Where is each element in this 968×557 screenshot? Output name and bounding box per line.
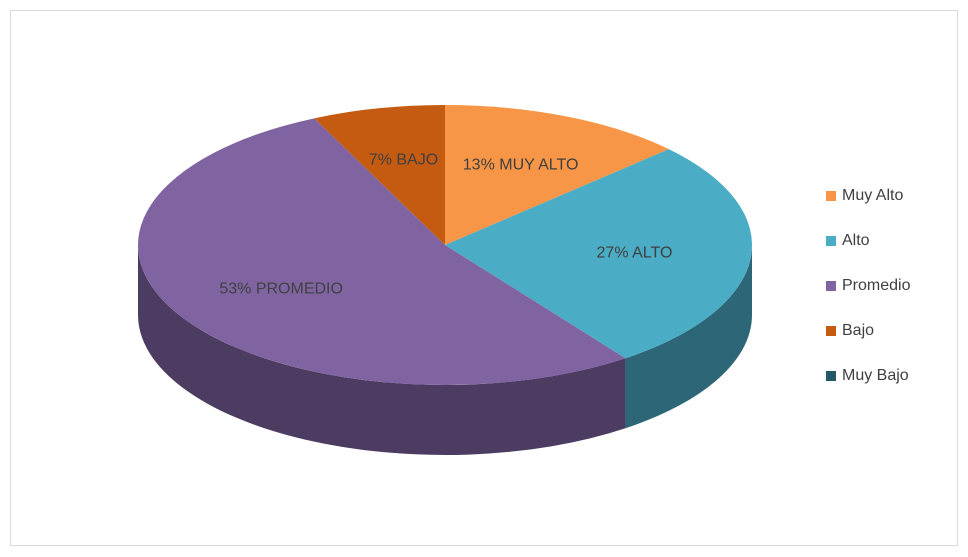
slice — [445, 149, 753, 359]
legend-swatch — [826, 371, 836, 381]
data-label: 27% ALTO — [597, 244, 673, 261]
legend-label: Muy Alto — [842, 187, 903, 204]
pie-sides — [138, 245, 752, 456]
legend-swatch — [826, 326, 836, 336]
legend-label: Alto — [842, 232, 870, 249]
legend-label: Muy Bajo — [842, 367, 909, 384]
data-label: 7% BAJO — [369, 152, 438, 169]
slice-side — [625, 245, 752, 429]
legend-swatch — [826, 191, 836, 201]
legend-label: Promedio — [842, 277, 911, 294]
legend-swatch — [826, 236, 836, 246]
legend-swatch — [826, 281, 836, 291]
slice-side — [138, 245, 626, 456]
slice — [445, 105, 669, 245]
data-label: 13% MUY ALTO — [463, 157, 579, 174]
slice — [314, 105, 445, 245]
legend-label: Bajo — [842, 322, 874, 339]
data-label: 53% PROMEDIO — [219, 280, 343, 297]
slice — [138, 118, 626, 385]
